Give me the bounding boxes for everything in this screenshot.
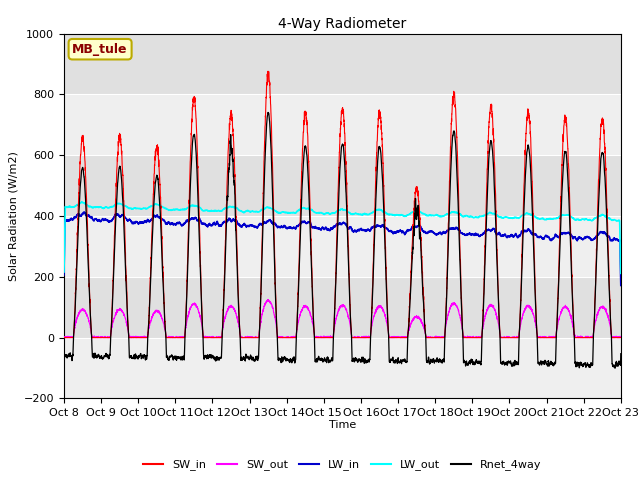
Bar — [64, 95, 621, 155]
Legend: SW_in, SW_out, LW_in, LW_out, Rnet_4way: SW_in, SW_out, LW_in, LW_out, Rnet_4way — [139, 455, 546, 475]
Text: MB_tule: MB_tule — [72, 43, 128, 56]
Title: 4-Way Radiometer: 4-Way Radiometer — [278, 17, 406, 31]
Bar — [64, 216, 621, 277]
Bar — [64, 337, 621, 398]
X-axis label: Time: Time — [329, 420, 356, 430]
Y-axis label: Solar Radiation (W/m2): Solar Radiation (W/m2) — [8, 151, 18, 281]
